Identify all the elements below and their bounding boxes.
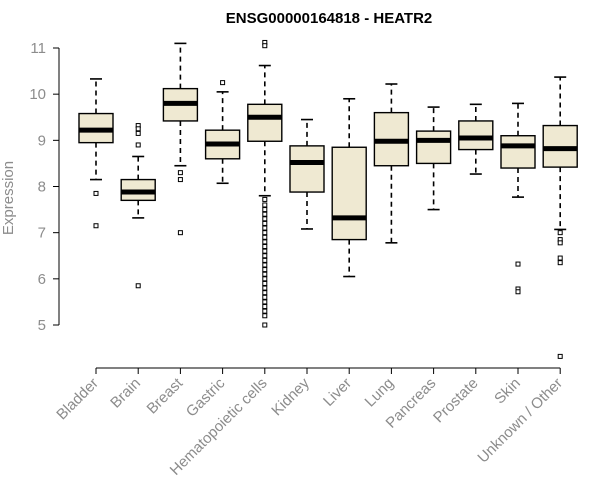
box-gastric <box>204 80 241 185</box>
outlier-point <box>262 304 268 310</box>
y-tick-label: 6 <box>38 271 46 288</box>
x-tick-label: Skin <box>491 375 524 408</box>
outlier-point <box>262 239 268 245</box>
outlier-point <box>262 280 268 286</box>
outlier-point <box>135 130 141 136</box>
outlier-point <box>262 308 268 314</box>
box-breast <box>162 42 199 236</box>
outlier-point <box>262 290 268 296</box>
outlier-point <box>93 190 99 196</box>
box-bladder <box>78 78 114 229</box>
outlier-point <box>262 202 268 208</box>
box-hematopoietic-cells <box>247 39 283 328</box>
outlier-point <box>262 271 268 277</box>
box-unknown-other <box>542 76 578 359</box>
x-tick-label: Lung <box>362 375 398 411</box>
iqr-box <box>289 145 325 193</box>
y-tick-label: 10 <box>29 86 46 103</box>
outlier-point <box>262 234 268 240</box>
outlier-point <box>262 285 268 291</box>
y-tick-label: 5 <box>38 317 46 334</box>
outlier-point <box>262 262 268 268</box>
outlier-point <box>262 43 268 49</box>
outlier-point <box>262 299 268 305</box>
outlier-point <box>262 220 268 226</box>
x-tick-label: Prostate <box>430 375 482 427</box>
iqr-box <box>500 135 536 169</box>
x-tick-label: Bladder <box>53 375 102 424</box>
outlier-point <box>557 230 563 236</box>
y-tick-label: 9 <box>38 132 46 149</box>
outlier-point <box>262 276 268 282</box>
outlier-point <box>177 177 183 183</box>
outlier-point <box>93 223 99 229</box>
outlier-point <box>262 196 268 202</box>
outlier-point <box>177 170 183 176</box>
box-pancreas <box>415 106 452 211</box>
outlier-point <box>515 261 521 267</box>
y-tick-label: 11 <box>30 40 46 57</box>
outlier-point <box>557 260 563 266</box>
chart-title: ENSG00000164818 - HEATR2 <box>226 10 433 27</box>
outlier-point <box>515 289 521 295</box>
x-tick-label: Kidney <box>268 374 313 419</box>
outlier-point <box>262 248 268 254</box>
box-lung <box>373 83 410 244</box>
box-brain <box>120 123 156 289</box>
outlier-point <box>135 126 141 132</box>
iqr-box <box>247 103 283 142</box>
outlier-point <box>557 255 563 261</box>
outlier-point <box>262 211 268 217</box>
y-tick-label: 7 <box>38 225 46 242</box>
outlier-point <box>262 244 268 250</box>
outlier-point <box>262 253 268 259</box>
iqr-box <box>331 146 367 241</box>
x-tick-label: Breast <box>144 374 187 417</box>
x-tick-label: Brain <box>107 375 144 412</box>
outlier-point <box>135 283 141 289</box>
outlier-point <box>220 80 226 86</box>
boxes-group <box>78 39 578 359</box>
outlier-point <box>262 257 268 263</box>
outlier-point <box>557 353 563 359</box>
outlier-point <box>262 230 268 236</box>
outlier-point <box>262 207 268 213</box>
outlier-point <box>262 313 268 319</box>
y-axis: 5 6 7 8 9 10 11 <box>29 40 60 334</box>
iqr-box <box>458 120 494 151</box>
box-skin <box>500 102 536 295</box>
outlier-point <box>262 225 268 231</box>
box-kidney <box>289 118 325 230</box>
outlier-point <box>557 240 563 246</box>
y-tick-label: 8 <box>38 179 46 196</box>
outlier-point <box>177 230 183 236</box>
outlier-point <box>262 294 268 300</box>
outlier-point <box>135 142 141 148</box>
iqr-box <box>415 130 452 165</box>
y-axis-label: Expression <box>0 161 17 235</box>
box-prostate <box>458 103 494 175</box>
x-tick-label: Liver <box>320 375 355 410</box>
box-liver <box>331 97 367 278</box>
outlier-point <box>262 267 268 273</box>
outlier-point <box>262 322 268 328</box>
outlier-point <box>262 216 268 222</box>
